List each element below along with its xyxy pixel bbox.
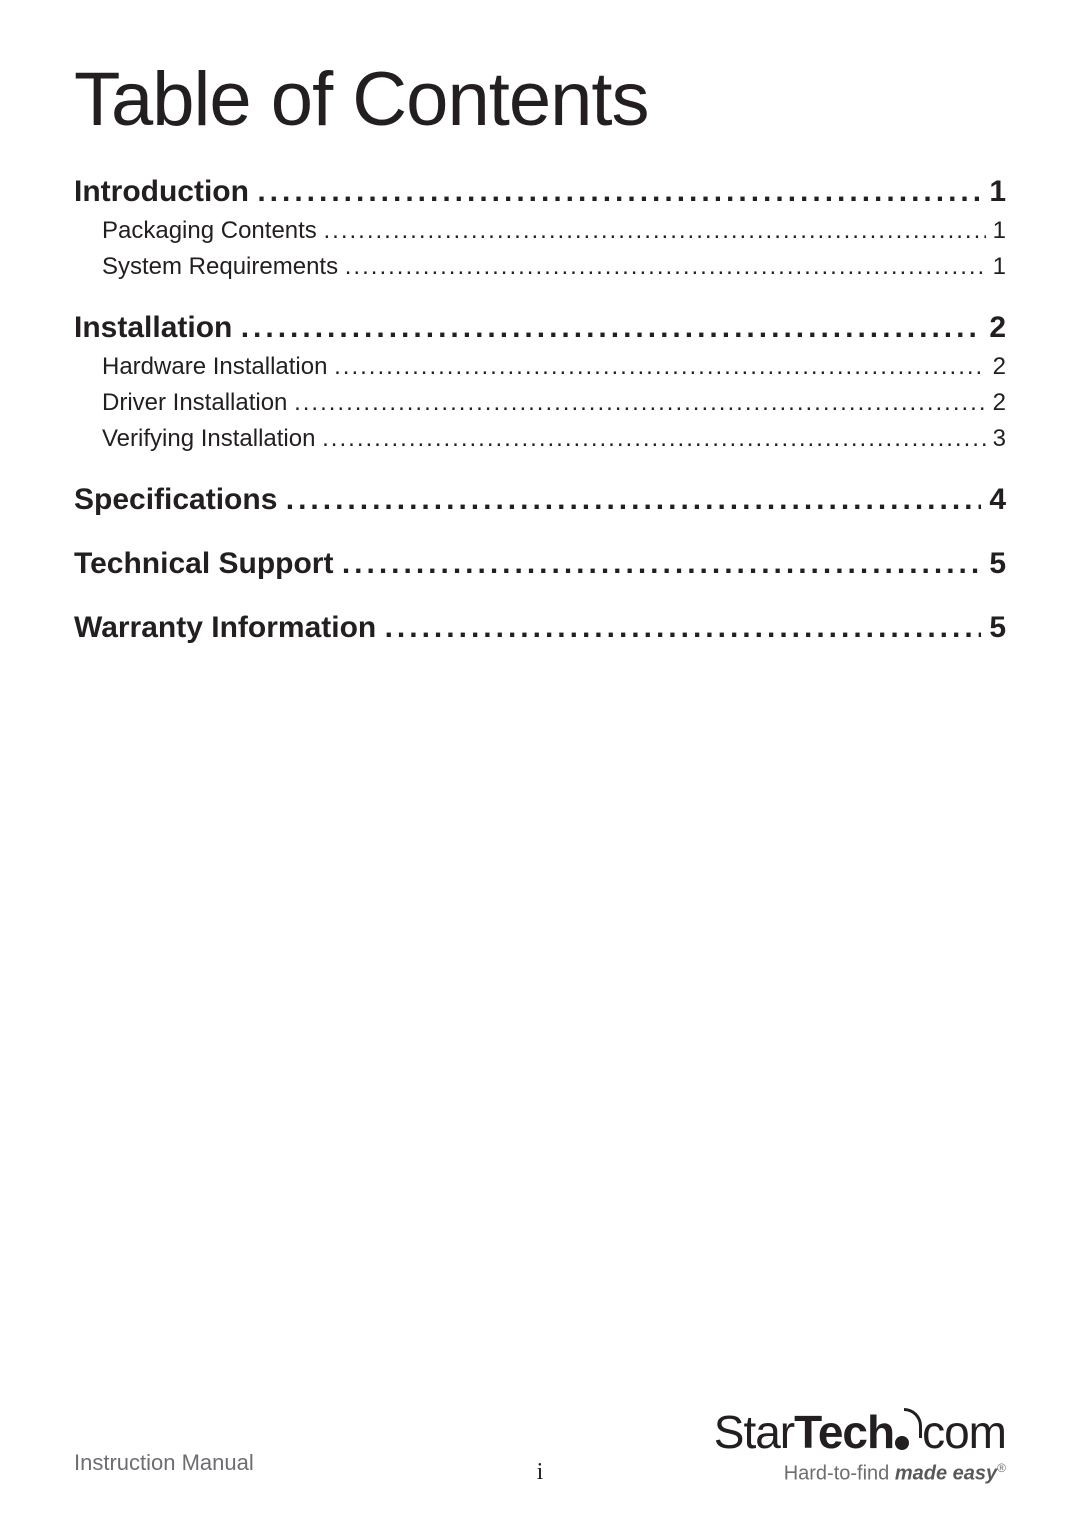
toc-section-label: Installation [74, 311, 241, 345]
toc-subitem-label: Hardware Installation [102, 353, 334, 381]
toc-subitem-label: Packaging Contents [102, 217, 323, 245]
footer-label: Instruction Manual [74, 1450, 254, 1486]
toc-subitem[interactable]: Verifying Installation 3 [74, 425, 1006, 453]
tagline-registered-icon: ® [997, 1461, 1006, 1475]
toc-section[interactable]: Technical Support 5 [74, 547, 1006, 581]
startech-logo: StarTechcom [714, 1405, 1006, 1459]
toc-section-page: 5 [981, 611, 1006, 645]
toc-leader-dots [257, 175, 981, 209]
page-number: i [537, 1459, 544, 1486]
toc-section-page: 5 [981, 547, 1006, 581]
logo-swoosh-icon [904, 1408, 922, 1438]
toc-leader-dots [385, 611, 981, 645]
toc-section-label: Introduction [74, 175, 257, 209]
toc-section-page: 1 [981, 175, 1006, 209]
toc-subitem-page: 1 [986, 253, 1006, 281]
toc-subitem[interactable]: System Requirements 1 [74, 253, 1006, 281]
toc-subitem-page: 3 [986, 425, 1006, 453]
toc-subitem[interactable]: Packaging Contents 1 [74, 217, 1006, 245]
toc-subitem-label: Verifying Installation [102, 425, 322, 453]
toc-section[interactable]: Warranty Information 5 [74, 611, 1006, 645]
page-body: Table of Contents Introduction1Packaging… [0, 0, 1080, 645]
toc-leader-dots [323, 217, 985, 245]
toc-leader-dots [322, 425, 986, 453]
logo-dot-icon [895, 1436, 909, 1450]
table-of-contents: Introduction1Packaging Contents1System R… [74, 175, 1006, 645]
footer-brand: StarTechcom Hard-to-find made easy® [714, 1405, 1006, 1486]
toc-leader-dots [286, 483, 981, 517]
toc-leader-dots [294, 389, 986, 417]
toc-subitem-page: 1 [986, 217, 1006, 245]
page-title: Table of Contents [74, 56, 1006, 143]
toc-section[interactable]: Specifications 4 [74, 483, 1006, 517]
toc-subitem-page: 2 [986, 353, 1006, 381]
toc-section-label: Specifications [74, 483, 286, 517]
toc-section-label: Technical Support [74, 547, 342, 581]
logo-tagline: Hard-to-find made easy® [714, 1461, 1006, 1486]
toc-subitem[interactable]: Hardware Installation 2 [74, 353, 1006, 381]
tagline-em: made easy [895, 1463, 997, 1485]
toc-section-page: 4 [981, 483, 1006, 517]
toc-leader-dots [342, 547, 981, 581]
logo-text-com: com [922, 1405, 1006, 1459]
page-footer: Instruction Manual i StarTechcom Hard-to… [0, 1405, 1080, 1486]
toc-leader-dots [241, 311, 981, 345]
logo-text-tech: Tech [794, 1405, 894, 1459]
toc-section-page: 2 [981, 311, 1006, 345]
toc-leader-dots [345, 253, 986, 281]
toc-section[interactable]: Introduction 1 [74, 175, 1006, 209]
toc-subitem-label: Driver Installation [102, 389, 294, 417]
toc-subitem[interactable]: Driver Installation 2 [74, 389, 1006, 417]
tagline-pre: Hard-to-find [784, 1463, 895, 1485]
toc-leader-dots [334, 353, 986, 381]
toc-subitem-page: 2 [986, 389, 1006, 417]
toc-subitem-label: System Requirements [102, 253, 345, 281]
toc-section[interactable]: Installation 2 [74, 311, 1006, 345]
toc-section-label: Warranty Information [74, 611, 385, 645]
logo-text-star: Star [714, 1405, 794, 1459]
